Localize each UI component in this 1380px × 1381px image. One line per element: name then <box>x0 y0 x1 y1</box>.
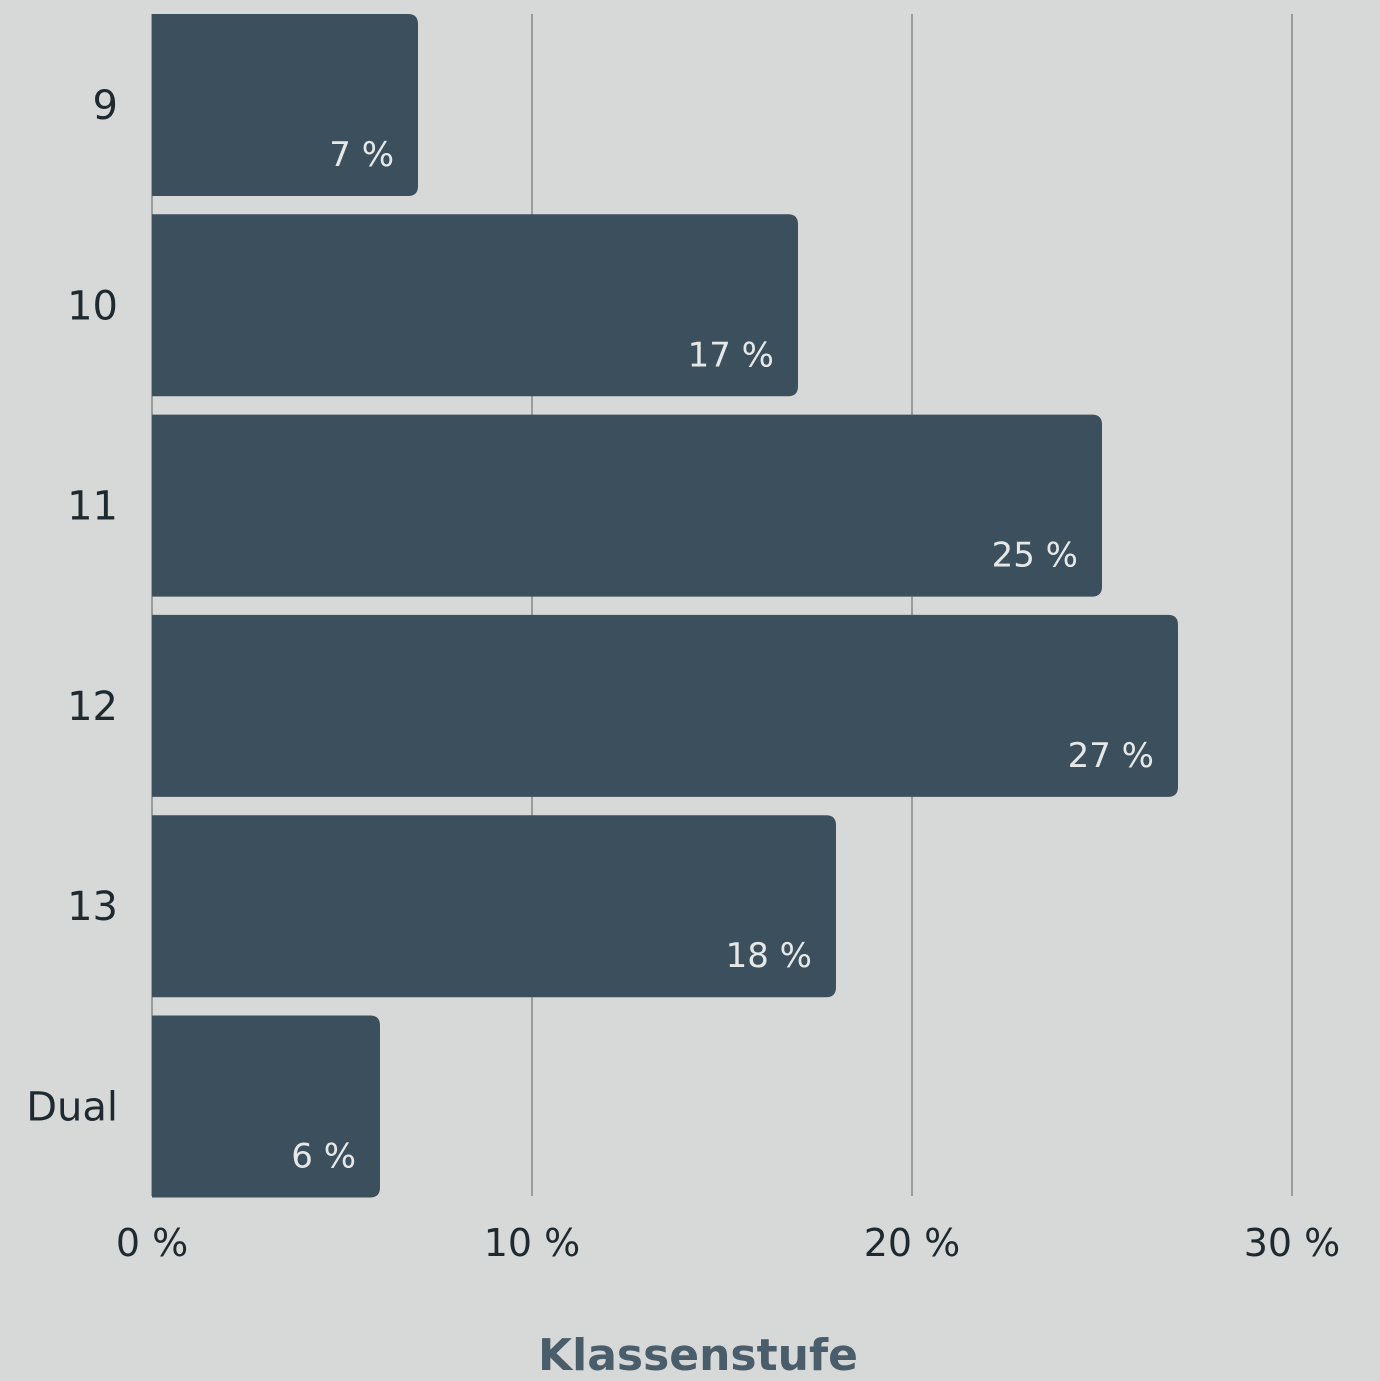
category-label-9: 9 <box>93 83 118 129</box>
bar-12 <box>152 614 1178 797</box>
category-label-13: 13 <box>67 884 118 930</box>
axis-title: Klassenstufe <box>538 1330 858 1381</box>
category-label-12: 12 <box>67 684 118 730</box>
x-tick-label-1: 10 % <box>484 1221 581 1265</box>
bar-13 <box>152 815 836 998</box>
bars: 7 % 17 % 25 % 27 % 18 % 6 % <box>152 14 1178 1198</box>
category-label-Dual: Dual <box>26 1085 118 1131</box>
bar-value-label-10: 17 % <box>688 335 774 375</box>
category-label-10: 10 <box>67 283 118 329</box>
x-tick-label-3: 30 % <box>1244 1221 1341 1265</box>
bar-11 <box>152 414 1102 597</box>
bar-value-label-13: 18 % <box>726 936 812 976</box>
bar-Dual <box>152 1015 380 1198</box>
bar-value-label-Dual: 6 % <box>291 1137 356 1177</box>
gridlines <box>151 14 1293 1196</box>
x-tick-label-0: 0 % <box>116 1221 188 1265</box>
bar-value-label-9: 7 % <box>329 135 394 175</box>
bar-value-label-11: 25 % <box>992 536 1078 576</box>
category-labels: 9 10 11 12 13 Dual <box>26 83 118 1131</box>
bar-10 <box>152 214 798 397</box>
bar-9 <box>152 14 418 196</box>
x-tick-labels: 0 % 10 % 20 % 30 % <box>116 1221 1340 1265</box>
x-tick-label-2: 20 % <box>864 1221 961 1265</box>
bar-value-label-12: 27 % <box>1068 736 1154 776</box>
category-label-11: 11 <box>67 484 118 530</box>
